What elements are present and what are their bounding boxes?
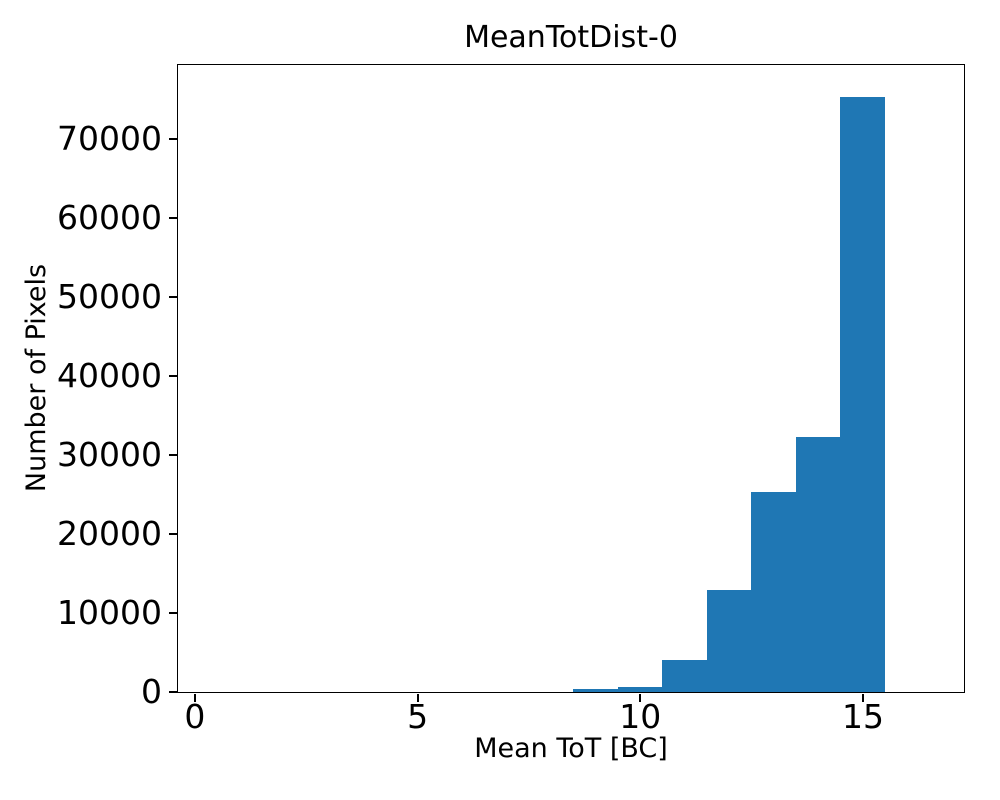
x-tick-label: 0 bbox=[184, 697, 206, 736]
x-tick-label: 5 bbox=[407, 697, 429, 736]
x-axis-tick bbox=[862, 693, 864, 702]
chart-title: MeanTotDist-0 bbox=[464, 20, 678, 55]
y-tick-label: 50000 bbox=[57, 276, 162, 316]
y-axis-tick bbox=[168, 295, 177, 298]
y-tick-label: 0 bbox=[141, 672, 162, 711]
y-tick-label: 20000 bbox=[57, 513, 162, 553]
y-axis-tick bbox=[168, 374, 177, 377]
y-axis-tick bbox=[168, 532, 177, 535]
y-tick-label: 10000 bbox=[57, 592, 162, 632]
x-tick-label: 15 bbox=[842, 697, 884, 736]
x-tick-label: 10 bbox=[619, 697, 662, 736]
y-axis-tick bbox=[168, 216, 177, 219]
y-axis-tick bbox=[168, 453, 177, 456]
y-tick-label: 30000 bbox=[57, 434, 162, 474]
histogram-bar bbox=[795, 436, 841, 692]
histogram-bar bbox=[706, 590, 752, 692]
y-tick-label: 40000 bbox=[57, 355, 162, 395]
plot-area bbox=[176, 63, 965, 693]
y-axis-tick bbox=[168, 691, 177, 693]
y-axis-tick bbox=[168, 137, 177, 140]
x-axis-label: Mean ToT [BC] bbox=[474, 733, 668, 764]
y-axis-tick bbox=[168, 611, 177, 614]
x-axis-tick bbox=[193, 693, 196, 702]
histogram-bar bbox=[751, 492, 796, 692]
histogram-bar bbox=[617, 686, 662, 692]
x-axis-tick bbox=[416, 693, 419, 702]
histogram-bar bbox=[662, 660, 707, 692]
y-tick-label: 60000 bbox=[57, 197, 162, 237]
histogram-bar bbox=[573, 689, 618, 692]
x-axis-tick bbox=[639, 693, 642, 702]
histogram-bar bbox=[840, 96, 885, 692]
y-tick-label: 70000 bbox=[57, 118, 162, 158]
